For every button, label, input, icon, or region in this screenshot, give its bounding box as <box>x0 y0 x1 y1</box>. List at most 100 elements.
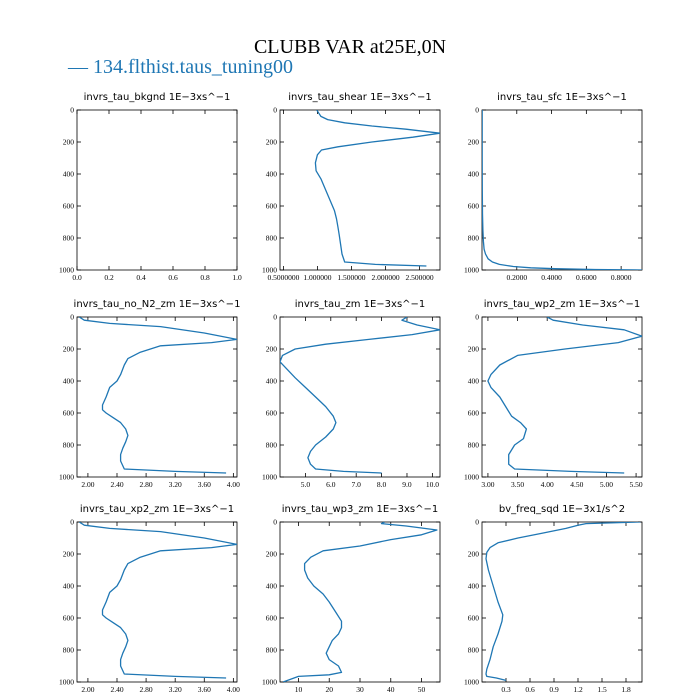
x-tick-label: 3.60 <box>198 480 211 489</box>
y-tick-label: 200 <box>63 550 75 559</box>
x-tick-label: 0.4000 <box>541 273 562 282</box>
y-tick-label: 600 <box>63 202 75 211</box>
y-tick-label: 400 <box>266 170 278 179</box>
chart-panel-3: invrs_tau_sfc 1E−3xs^−1 0 200 400 600 800 1000… <box>464 92 643 282</box>
series-line <box>485 522 641 682</box>
panel-title: invrs_tau_bkgnd 1E−3xs^−1 <box>84 92 231 103</box>
x-tick-label: 50 <box>418 685 426 694</box>
y-tick-label: 0 <box>273 106 277 115</box>
x-tick-label: 3.00 <box>481 480 494 489</box>
series-line <box>282 522 438 682</box>
y-tick-label: 800 <box>468 646 480 655</box>
panel-title: invrs_tau_wp2_zm 1E−3xs^−1 <box>484 299 640 310</box>
y-tick-label: 800 <box>468 234 480 243</box>
y-tick-label: 400 <box>266 582 278 591</box>
y-tick-label: 600 <box>468 614 480 623</box>
y-tick-label: 400 <box>468 377 480 386</box>
plot-frame <box>279 109 441 271</box>
y-tick-label: 600 <box>266 409 278 418</box>
y-tick-label: 1000 <box>262 473 277 482</box>
y-tick-label: 800 <box>63 234 75 243</box>
y-tick-label: 400 <box>468 582 480 591</box>
y-tick-label: 800 <box>63 441 75 450</box>
x-tick-label: 2.00 <box>81 685 94 694</box>
y-tick-label: 0 <box>475 518 479 527</box>
x-tick-label: 3.20 <box>169 685 182 694</box>
y-tick-label: 200 <box>266 550 278 559</box>
x-tick-label: 10 <box>295 685 303 694</box>
legend-entry: — 134.flthist.taus_tuning00 <box>68 56 293 78</box>
y-tick-label: 800 <box>266 234 278 243</box>
y-tick-label: 600 <box>266 614 278 623</box>
y-tick-label: 1000 <box>464 266 479 275</box>
x-tick-label: 0.3 <box>501 685 511 694</box>
y-tick-label: 1000 <box>464 678 479 687</box>
y-tick-label: 200 <box>468 345 480 354</box>
series-line <box>482 110 642 270</box>
y-tick-label: 600 <box>266 202 278 211</box>
y-tick-label: 0 <box>70 313 74 322</box>
y-tick-label: 0 <box>273 313 277 322</box>
y-tick-label: 800 <box>266 646 278 655</box>
y-tick-label: 200 <box>63 138 75 147</box>
plot-frame <box>481 521 643 683</box>
chart-panel-2: invrs_tau_shear 1E−3xs^−1 0 200 400 600 800 10… <box>262 92 441 282</box>
series-line <box>487 317 642 474</box>
x-tick-label: 0.4 <box>136 273 146 282</box>
panel-title: invrs_tau_wp3_zm 1E−3xs^−1 <box>282 504 438 515</box>
x-tick-label: 2.40 <box>110 480 123 489</box>
panel-title: bv_freq_sqd 1E−3x1/s^2 <box>499 504 625 515</box>
y-tick-label: 1000 <box>262 678 277 687</box>
y-tick-label: 200 <box>63 345 75 354</box>
x-tick-label: 0.5000000 <box>267 273 299 282</box>
y-tick-label: 600 <box>63 409 75 418</box>
plot-frame <box>279 316 441 478</box>
y-tick-label: 400 <box>63 582 75 591</box>
x-tick-label: 8.0 <box>377 480 387 489</box>
plot-frame <box>76 521 238 683</box>
y-tick-label: 400 <box>63 377 75 386</box>
series-line <box>280 317 440 474</box>
series-line <box>78 317 237 474</box>
plot-frame <box>481 316 643 478</box>
x-tick-label: 0.8 <box>200 273 210 282</box>
x-tick-label: 0.6 <box>168 273 178 282</box>
x-tick-label: 4.00 <box>227 480 240 489</box>
chart-panel-4: invrs_tau_no_N2_zm 1E−3xs^−10 200 400 600 80… <box>59 299 240 489</box>
x-tick-label: 3.50 <box>511 480 524 489</box>
chart-panel-8: invrs_tau_wp3_zm 1E−3xs^−1 0 200 400 600 800 1… <box>262 504 441 694</box>
y-tick-label: 1000 <box>464 473 479 482</box>
series-line <box>314 110 440 267</box>
chart-panel-9: bv_freq_sqd 1E−3x1/s^2 0 200 400 600 800 1000 0… <box>464 504 643 694</box>
y-tick-label: 800 <box>63 646 75 655</box>
x-tick-label: 5.00 <box>600 480 613 489</box>
x-tick-label: 0.2000 <box>506 273 527 282</box>
x-tick-label: 1.500000 <box>337 273 365 282</box>
x-tick-label: 2.500000 <box>406 273 434 282</box>
x-tick-label: 0.6000 <box>576 273 597 282</box>
x-tick-label: 2.00 <box>81 480 94 489</box>
x-tick-label: 4.00 <box>541 480 554 489</box>
figure-title: CLUBB VAR at25E,0N <box>253 36 447 58</box>
plot-frame <box>481 109 643 271</box>
plot-frame <box>76 316 238 478</box>
y-tick-label: 0 <box>70 518 74 527</box>
chart-panel-5: invrs_tau_zm 1E−3xs^−1 0 200 400 600 800 1000 5… <box>262 299 441 489</box>
y-tick-label: 0 <box>70 106 74 115</box>
series-line <box>78 522 237 679</box>
plot-frame <box>76 109 238 271</box>
y-tick-label: 400 <box>266 377 278 386</box>
y-tick-label: 1000 <box>59 473 74 482</box>
x-tick-label: 3.20 <box>169 480 182 489</box>
y-tick-label: 200 <box>266 345 278 354</box>
x-tick-label: 2.000000 <box>371 273 399 282</box>
x-tick-label: 1.000000 <box>303 273 331 282</box>
y-tick-label: 200 <box>468 550 480 559</box>
y-tick-label: 1000 <box>262 266 277 275</box>
y-tick-label: 400 <box>468 170 480 179</box>
y-tick-label: 1000 <box>59 266 74 275</box>
chart-panel-1: invrs_tau_bkgnd 1E−3xs^−1 0 200 400 600 800 10… <box>59 92 242 282</box>
chart-panel-7: invrs_tau_xp2_zm 1E−3xs^−1 0 200 400 600 800 1… <box>59 504 240 694</box>
y-tick-label: 200 <box>266 138 278 147</box>
